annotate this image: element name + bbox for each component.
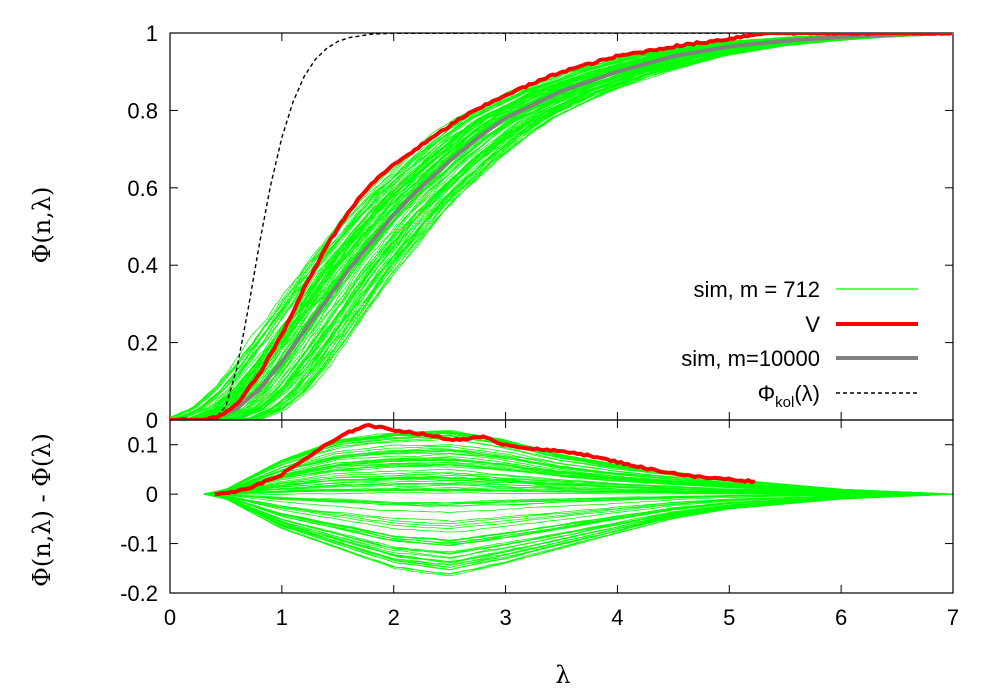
bottom-y-tick-label: 0.1	[127, 433, 158, 458]
diff-sim-712-line	[203, 437, 952, 495]
x-axis-title: λ	[555, 661, 570, 689]
diff-sim-712-line	[203, 493, 952, 533]
diff-sim-712-line	[203, 491, 952, 495]
x-tick-label: 3	[499, 605, 511, 630]
diff-sim-712-line	[203, 493, 952, 541]
x-tick-label: 1	[276, 605, 288, 630]
diff-sim-712-line	[203, 481, 952, 495]
legend-label-sim-10000: sim, m=10000	[681, 346, 820, 371]
top-y-tick-label: 0.8	[127, 98, 158, 123]
bottom-sim-712-series	[203, 429, 952, 577]
legend-label-phi-kol-tail: (λ)	[794, 381, 820, 406]
diff-sim-712-line	[203, 493, 952, 504]
top-y-tick-label: 1	[146, 21, 158, 46]
bottom-panel: -0.2 -0.1 0 0.1 0 1 2 3 4 5 6 7	[120, 419, 959, 630]
legend-label-phi-kol-main: Φ	[758, 381, 776, 406]
x-tick-label: 2	[388, 605, 400, 630]
sim-712-line	[170, 33, 953, 420]
legend-label-sim-712: sim, m = 712	[693, 277, 820, 302]
diff-sim-712-line	[203, 450, 952, 495]
bottom-y-tick-label: 0	[146, 482, 158, 507]
diff-v-line	[214, 422, 756, 497]
bottom-y-axis-title: Φ(n,λ) - Φ(λ)	[28, 433, 56, 587]
diff-sim-712-line	[203, 477, 952, 495]
top-y-tick-label: 0.2	[127, 331, 158, 356]
diff-sim-712-line	[203, 493, 952, 525]
bottom-plot-frame	[169, 419, 954, 594]
diff-sim-712-line	[203, 443, 952, 495]
x-tick-label: 6	[835, 605, 847, 630]
legend-label-phi-kol-sub: kol	[775, 394, 794, 411]
x-tick-label: 0	[164, 605, 176, 630]
v-line	[170, 33, 953, 420]
sim-712-line	[170, 33, 953, 420]
top-y-axis-title: Φ(n,λ)	[28, 187, 56, 264]
legend: sim, m = 712 V sim, m=10000 Φkol(λ)	[681, 277, 918, 411]
bottom-y-tick-label: -0.1	[120, 532, 158, 557]
top-y-tick-label: 0	[146, 408, 158, 433]
x-tick-label: 5	[723, 605, 735, 630]
legend-label-phi-kol: Φkol(λ)	[758, 381, 820, 411]
top-y-tick-label: 0.4	[127, 253, 158, 278]
diff-sim-712-line	[203, 462, 952, 495]
x-tick-label: 7	[947, 605, 959, 630]
legend-label-v: V	[805, 312, 820, 337]
sim-10000-line	[170, 33, 953, 420]
x-tick-label: 4	[611, 605, 623, 630]
diff-sim-712-line	[203, 493, 952, 553]
phi-kol-line	[170, 33, 953, 420]
top-y-tick-label: 0.6	[127, 176, 158, 201]
diff-sim-712-line	[203, 493, 952, 562]
top-panel: 0 0.2 0.4 0.6 0.8 1	[127, 21, 954, 433]
bottom-y-tick-label: -0.2	[120, 581, 158, 606]
